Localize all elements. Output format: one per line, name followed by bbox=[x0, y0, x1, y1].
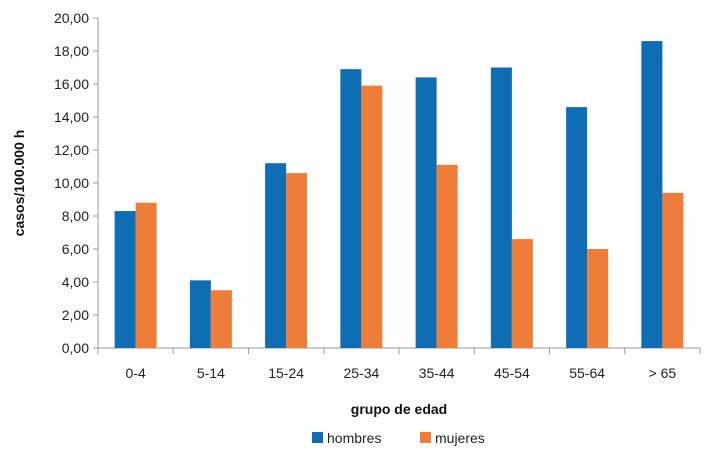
y-tick-label: 0,00 bbox=[62, 340, 89, 356]
x-tick-label: > 65 bbox=[649, 365, 677, 381]
bar-mujeres-3 bbox=[286, 173, 308, 348]
y-tick-label: 12,00 bbox=[54, 142, 89, 158]
x-axis-ticks bbox=[97, 348, 701, 354]
y-tick-label: 20,00 bbox=[54, 10, 89, 26]
bar-hombres-3 bbox=[265, 163, 287, 348]
y-tick-label: 6,00 bbox=[62, 241, 89, 257]
x-tick-label: 45-54 bbox=[494, 365, 530, 381]
y-tick-label: 8,00 bbox=[62, 208, 89, 224]
x-tick-label: 35-44 bbox=[419, 365, 455, 381]
bar-hombres-8 bbox=[641, 41, 663, 348]
legend-label-hombres: hombres bbox=[327, 430, 381, 446]
bar-mujeres-5 bbox=[436, 164, 458, 348]
bar-mujeres-2 bbox=[210, 290, 232, 348]
y-axis-title: casos/100.000 h bbox=[11, 130, 27, 237]
legend-label-mujeres: mujeres bbox=[435, 430, 485, 446]
x-axis-tick-labels: 0-4 5-14 15-24 25-34 35-44 45-54 55-64 > 65 bbox=[126, 365, 677, 381]
y-tick-label: 18,00 bbox=[54, 43, 89, 59]
bar-mujeres-4 bbox=[361, 85, 383, 349]
y-tick-label: 14,00 bbox=[54, 109, 89, 125]
bar-mujeres-1 bbox=[135, 202, 157, 348]
x-tick-label: 25-34 bbox=[343, 365, 379, 381]
bar-hombres-7 bbox=[566, 107, 588, 348]
y-tick-label: 4,00 bbox=[62, 274, 89, 290]
bar-mujeres-8 bbox=[662, 192, 684, 348]
bars bbox=[114, 41, 684, 349]
bar-hombres-1 bbox=[114, 211, 136, 348]
bar-hombres-4 bbox=[340, 69, 362, 349]
bar-hombres-2 bbox=[189, 280, 211, 348]
y-axis-ticks bbox=[93, 17, 98, 349]
x-tick-label: 0-4 bbox=[126, 365, 146, 381]
bar-mujeres-6 bbox=[511, 239, 533, 348]
x-tick-label: 5-14 bbox=[197, 365, 225, 381]
bar-hombres-5 bbox=[415, 77, 437, 349]
legend: hombres mujeres bbox=[312, 430, 485, 446]
bar-mujeres-7 bbox=[587, 249, 609, 348]
legend-swatch-hombres bbox=[312, 432, 323, 443]
y-axis-tick-labels: 0,00 2,00 4,00 6,00 8,00 10,00 12,00 14,00 16,00… bbox=[54, 10, 89, 356]
y-tick-label: 10,00 bbox=[54, 175, 89, 191]
legend-swatch-mujeres bbox=[420, 432, 431, 443]
x-tick-label: 55-64 bbox=[569, 365, 605, 381]
y-tick-label: 2,00 bbox=[62, 307, 89, 323]
bar-hombres-6 bbox=[490, 67, 512, 348]
y-tick-label: 16,00 bbox=[54, 76, 89, 92]
x-axis-title: grupo de edad bbox=[351, 401, 447, 417]
x-tick-label: 15-24 bbox=[268, 365, 304, 381]
